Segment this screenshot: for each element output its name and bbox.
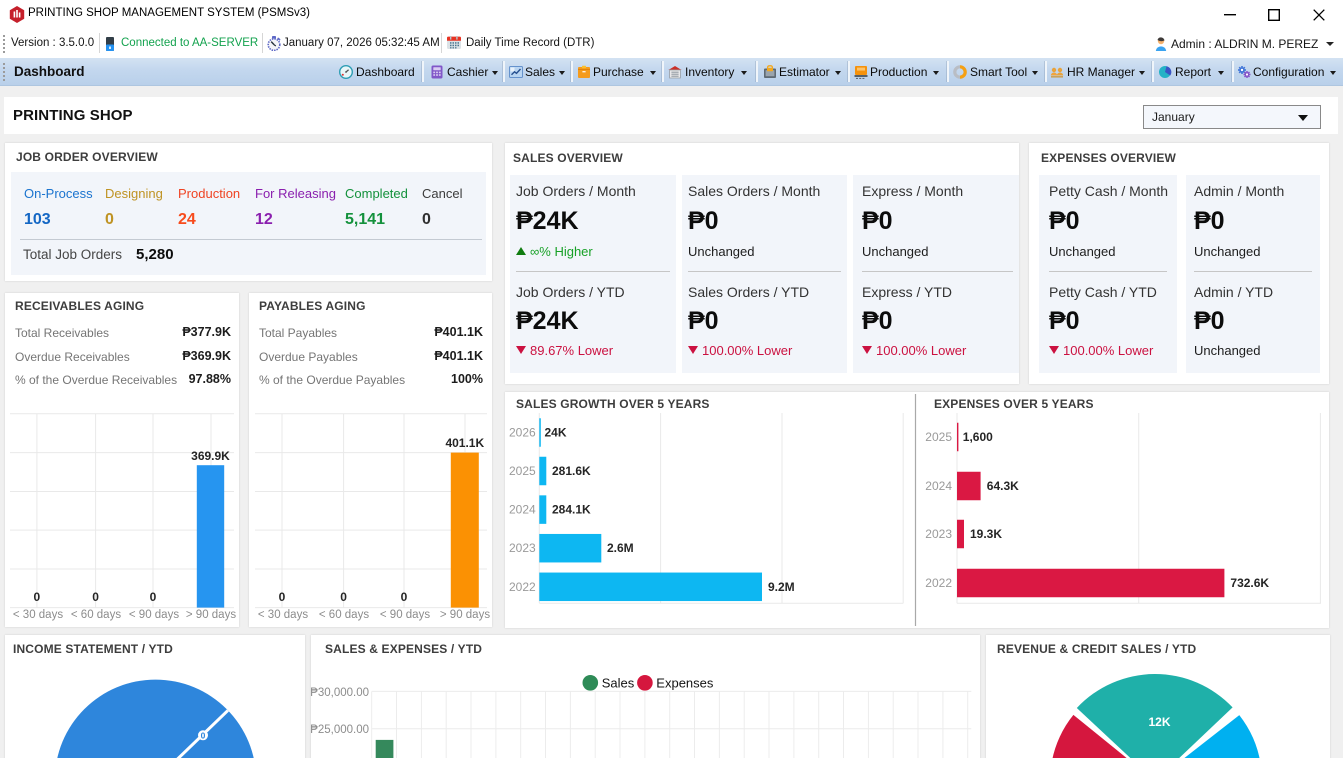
svg-text:732.6K: 732.6K — [1230, 576, 1269, 590]
svg-text:2023: 2023 — [509, 541, 536, 555]
svg-text:2.6M: 2.6M — [607, 541, 634, 555]
svg-text:2023: 2023 — [925, 527, 952, 541]
svg-text:2022: 2022 — [925, 576, 952, 590]
svg-text:> 90 days: > 90 days — [186, 609, 236, 621]
svg-text:0: 0 — [401, 590, 408, 604]
svg-text:2024: 2024 — [509, 503, 536, 517]
svg-text:₱25,000.00: ₱25,000.00 — [311, 724, 369, 736]
svg-text:12K: 12K — [1148, 715, 1170, 729]
svg-text:> 90 days: > 90 days — [440, 609, 490, 621]
svg-text:401.1K: 401.1K — [445, 436, 484, 450]
svg-text:0: 0 — [340, 590, 347, 604]
svg-text:2024: 2024 — [925, 479, 952, 493]
svg-text:< 60 days: < 60 days — [71, 609, 121, 621]
svg-text:9.2M: 9.2M — [768, 580, 795, 594]
svg-text:19.3K: 19.3K — [970, 527, 1002, 541]
svg-text:< 90 days: < 90 days — [129, 609, 179, 621]
svg-text:< 90 days: < 90 days — [380, 609, 430, 621]
svg-text:Expenses: Expenses — [656, 675, 714, 690]
svg-text:0: 0 — [34, 590, 41, 604]
svg-text:₱30,000.00: ₱30,000.00 — [311, 687, 369, 699]
svg-text:64.3K: 64.3K — [987, 479, 1019, 493]
svg-text:369.9K: 369.9K — [191, 449, 230, 463]
svg-text:2026: 2026 — [509, 426, 536, 440]
svg-text:2025: 2025 — [509, 464, 536, 478]
svg-text:1,600: 1,600 — [963, 430, 993, 444]
svg-text:2025: 2025 — [925, 430, 952, 444]
svg-text:0: 0 — [92, 590, 99, 604]
svg-text:Sales: Sales — [602, 675, 635, 690]
svg-text:24K: 24K — [545, 426, 567, 440]
svg-text:284.1K: 284.1K — [552, 503, 591, 517]
svg-text:< 60 days: < 60 days — [319, 609, 369, 621]
svg-text:0: 0 — [279, 590, 286, 604]
svg-text:0: 0 — [201, 730, 206, 740]
svg-text:< 30 days: < 30 days — [13, 609, 63, 621]
svg-text:281.6K: 281.6K — [552, 464, 591, 478]
svg-text:2022: 2022 — [509, 580, 536, 594]
svg-text:< 30 days: < 30 days — [258, 609, 308, 621]
svg-text:0: 0 — [150, 590, 157, 604]
